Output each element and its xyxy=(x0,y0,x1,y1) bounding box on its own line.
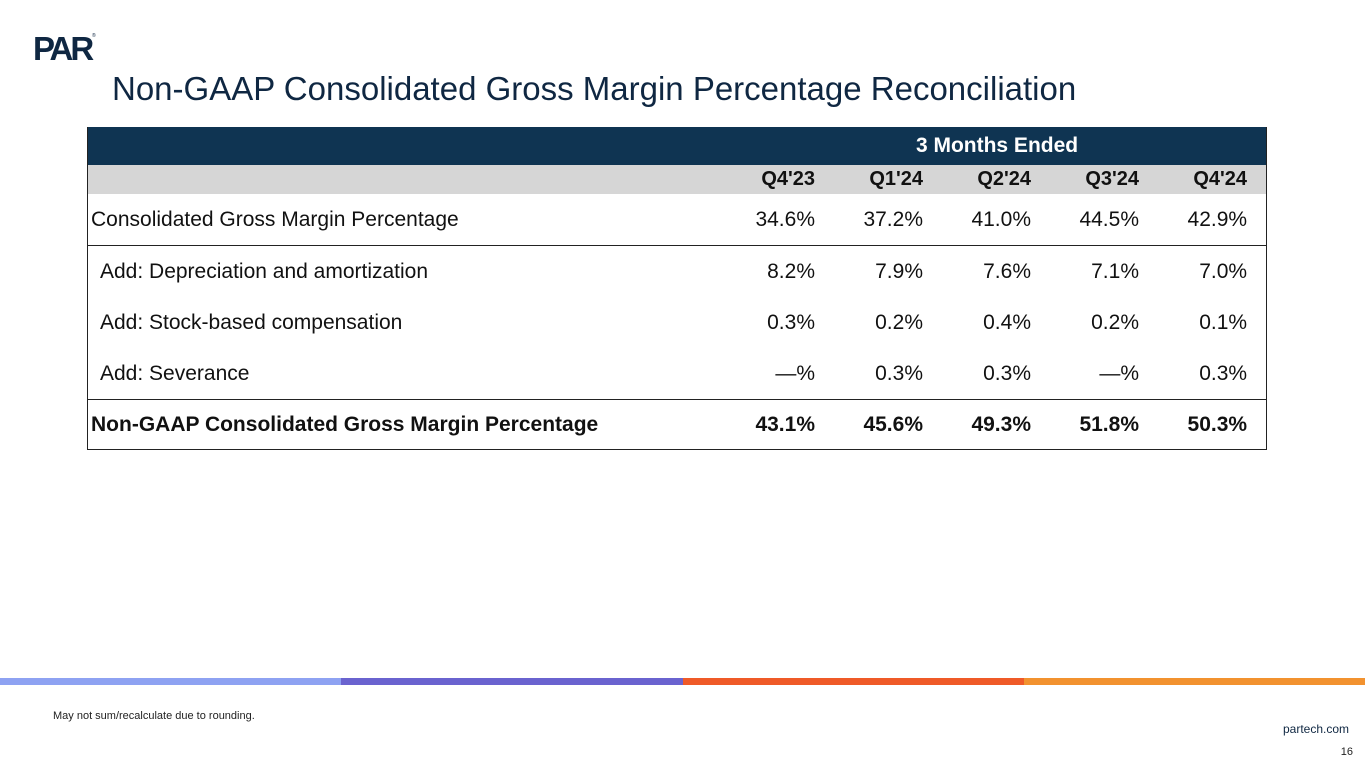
cell-value: 43.1% xyxy=(727,399,835,450)
footer-stripe-segment xyxy=(683,678,1024,685)
table-row: Consolidated Gross Margin Percentage 34.… xyxy=(87,194,1268,246)
footnote: May not sum/recalculate due to rounding. xyxy=(53,710,255,722)
logo-text: PAR xyxy=(33,31,94,63)
reconciliation-table: 3 Months Ended Q4'23 Q1'24 Q2'24 Q3'24 Q… xyxy=(87,127,1268,450)
row-label: Consolidated Gross Margin Percentage xyxy=(87,194,727,246)
cell-value: 0.2% xyxy=(1091,310,1139,334)
cell-value: 0.3% xyxy=(767,310,815,334)
cell-value: 8.2% xyxy=(767,259,815,283)
row-label: Add: Depreciation and amortization xyxy=(100,259,429,283)
cell-value: 7.9% xyxy=(875,259,923,283)
footer-stripe-segment xyxy=(1024,678,1365,685)
cell-value: 49.3% xyxy=(943,399,1051,450)
footer-stripe-segment xyxy=(0,678,341,685)
cell-value: 51.8% xyxy=(1051,399,1159,450)
table-header-row: Q4'23 Q1'24 Q2'24 Q3'24 Q4'24 xyxy=(87,165,1268,194)
cell-value: 0.3% xyxy=(875,361,923,385)
cell-value: 7.6% xyxy=(983,259,1031,283)
table-total-row: Non-GAAP Consolidated Gross Margin Perce… xyxy=(87,399,1268,450)
cell-value: —% xyxy=(775,361,815,385)
header-spacer xyxy=(87,165,727,194)
column-header: Q3'24 xyxy=(1051,165,1159,194)
cell-value: 0.3% xyxy=(983,361,1031,385)
column-header: Q4'24 xyxy=(1159,165,1268,194)
band-label: 3 Months Ended xyxy=(727,127,1268,165)
row-label: Non-GAAP Consolidated Gross Margin Perce… xyxy=(87,399,727,450)
column-header: Q1'24 xyxy=(835,165,943,194)
table-band-row: 3 Months Ended xyxy=(87,127,1268,165)
cell-value: 0.3% xyxy=(1199,361,1248,385)
cell-value: 34.6% xyxy=(727,194,835,246)
website-link[interactable]: partech.com xyxy=(1282,722,1349,736)
band-spacer xyxy=(87,127,727,165)
row-label: Add: Severance xyxy=(100,361,250,385)
logo-registered-mark: ® xyxy=(92,32,96,39)
cell-value: 44.5% xyxy=(1051,194,1159,246)
cell-value: 7.0% xyxy=(1199,259,1248,283)
cell-value: —% xyxy=(1099,361,1139,385)
par-logo: PAR ® xyxy=(33,31,97,63)
cell-value: 0.2% xyxy=(875,310,923,334)
cell-value: 45.6% xyxy=(835,399,943,450)
table-row: Add: Depreciation and amortization 8.2% … xyxy=(87,246,1267,298)
row-label: Add: Stock-based compensation xyxy=(100,310,403,334)
column-header: Q4'23 xyxy=(727,165,835,194)
column-header: Q2'24 xyxy=(943,165,1051,194)
cell-value: 37.2% xyxy=(835,194,943,246)
cell-value: 0.1% xyxy=(1199,310,1248,334)
footer-stripe-segment xyxy=(341,678,683,685)
page-title: Non-GAAP Consolidated Gross Margin Perce… xyxy=(112,70,1077,107)
cell-value: 42.9% xyxy=(1159,194,1268,246)
page-number: 16 xyxy=(1340,746,1353,758)
cell-value: 41.0% xyxy=(943,194,1051,246)
cell-value: 50.3% xyxy=(1159,399,1268,450)
cell-value: 7.1% xyxy=(1091,259,1139,283)
table-row: Add: Stock-based compensation 0.3% 0.2% … xyxy=(87,297,1267,348)
cell-value: 0.4% xyxy=(983,310,1031,334)
table-row: Add: Severance —% 0.3% 0.3% —% 0.3% xyxy=(87,348,1267,400)
